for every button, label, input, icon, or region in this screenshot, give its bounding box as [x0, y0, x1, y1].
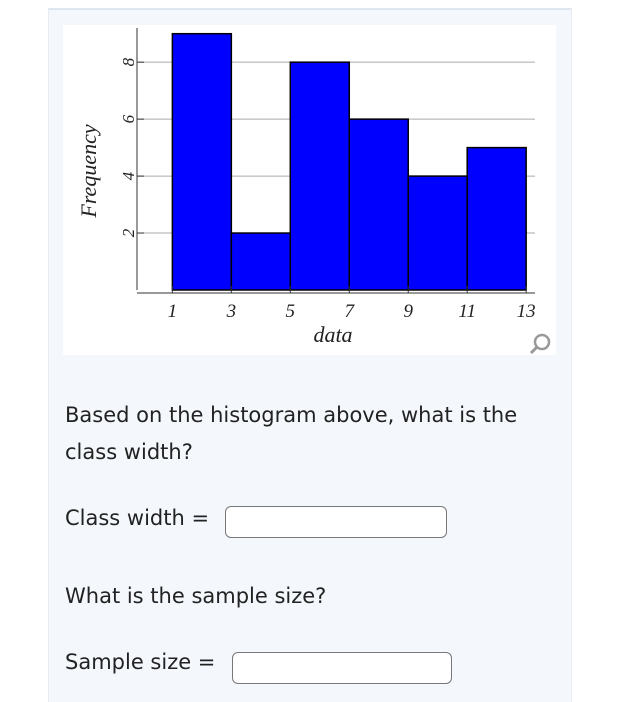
x-tick-label: 13 [517, 301, 536, 322]
prompt: Sample size = [65, 650, 216, 674]
bar [171, 32, 233, 291]
bar [466, 146, 527, 291]
y-tick-label: 6 [119, 114, 138, 123]
y-tick-label: 8 [119, 57, 138, 66]
y-tick-label: 4 [119, 171, 138, 180]
zoom-icon[interactable] [529, 333, 551, 355]
prompt: Class width = [65, 506, 210, 530]
answer-input[interactable] [225, 506, 447, 538]
x-axis-label: data [313, 322, 352, 347]
y-axis-label: Frequency [76, 124, 101, 218]
x-tick-label: 9 [403, 301, 413, 322]
question-text: Based on the histogram above, what is th… [65, 403, 518, 464]
x-tick-label: 11 [458, 301, 476, 322]
bar [230, 232, 292, 291]
bar [289, 61, 351, 291]
answer-input[interactable] [232, 652, 452, 684]
x-tick-label: 3 [226, 301, 237, 322]
x-tick-label: 1 [168, 301, 178, 322]
x-tick-label: 5 [286, 301, 296, 322]
x-tick-label: 7 [345, 301, 356, 322]
question-text: What is the sample size? [65, 584, 327, 608]
bar [407, 175, 468, 291]
bar [348, 118, 409, 291]
y-tick-label: 2 [119, 228, 138, 237]
